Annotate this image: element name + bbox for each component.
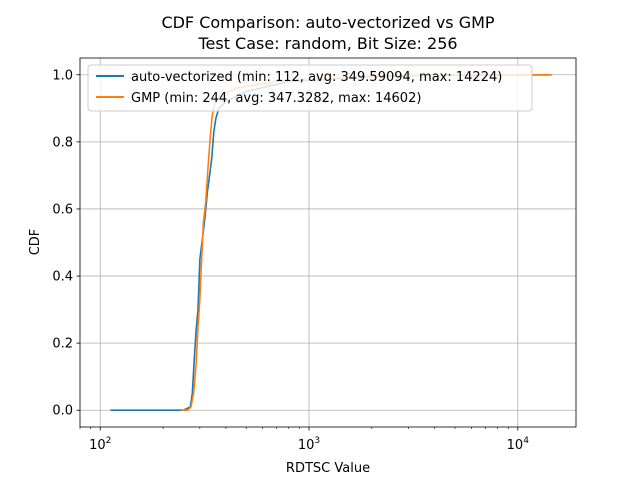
- plot-frame: [79, 57, 577, 428]
- x-tick-label: 102: [89, 436, 111, 453]
- y-tick-label: 0.0: [52, 404, 73, 419]
- legend: auto-vectorized (min: 112, avg: 349.5909…: [87, 64, 533, 112]
- series-line-2: [181, 73, 553, 412]
- y-tick-label: 0.4: [52, 270, 73, 285]
- x-tick-label: 104: [507, 436, 530, 453]
- y-tick-label: 0.6: [52, 202, 73, 217]
- y-tick-label: 0.2: [52, 337, 73, 352]
- legend-label-series-1: auto-vectorized (min: 112, avg: 349.5909…: [131, 70, 502, 85]
- y-tick-label: 1.0: [52, 68, 73, 83]
- x-tick-label: 103: [298, 436, 320, 453]
- chart-subtitle: Test Case: random, Bit Size: 256: [197, 34, 457, 53]
- axis-ticks: 102 103 104 0.0 0.2 0.4 0.6 0.8 1.0: [52, 68, 529, 453]
- x-tick-exponent: 3: [314, 436, 320, 446]
- legend-label-series-2: GMP (min: 244, avg: 347.3282, max: 14602…: [131, 91, 421, 106]
- legend-box: [87, 64, 533, 112]
- series-line-1: [110, 73, 550, 412]
- y-axis-label: CDF: [28, 229, 43, 256]
- x-tick-exponent: 4: [523, 436, 529, 446]
- grid-lines: [80, 58, 576, 427]
- series-lines: [110, 73, 553, 412]
- chart-title: CDF Comparison: auto-vectorized vs GMP: [161, 13, 494, 32]
- x-axis-label: RDTSC Value: [286, 461, 370, 476]
- y-tick-label: 0.8: [52, 135, 73, 150]
- x-tick-exponent: 2: [106, 436, 112, 446]
